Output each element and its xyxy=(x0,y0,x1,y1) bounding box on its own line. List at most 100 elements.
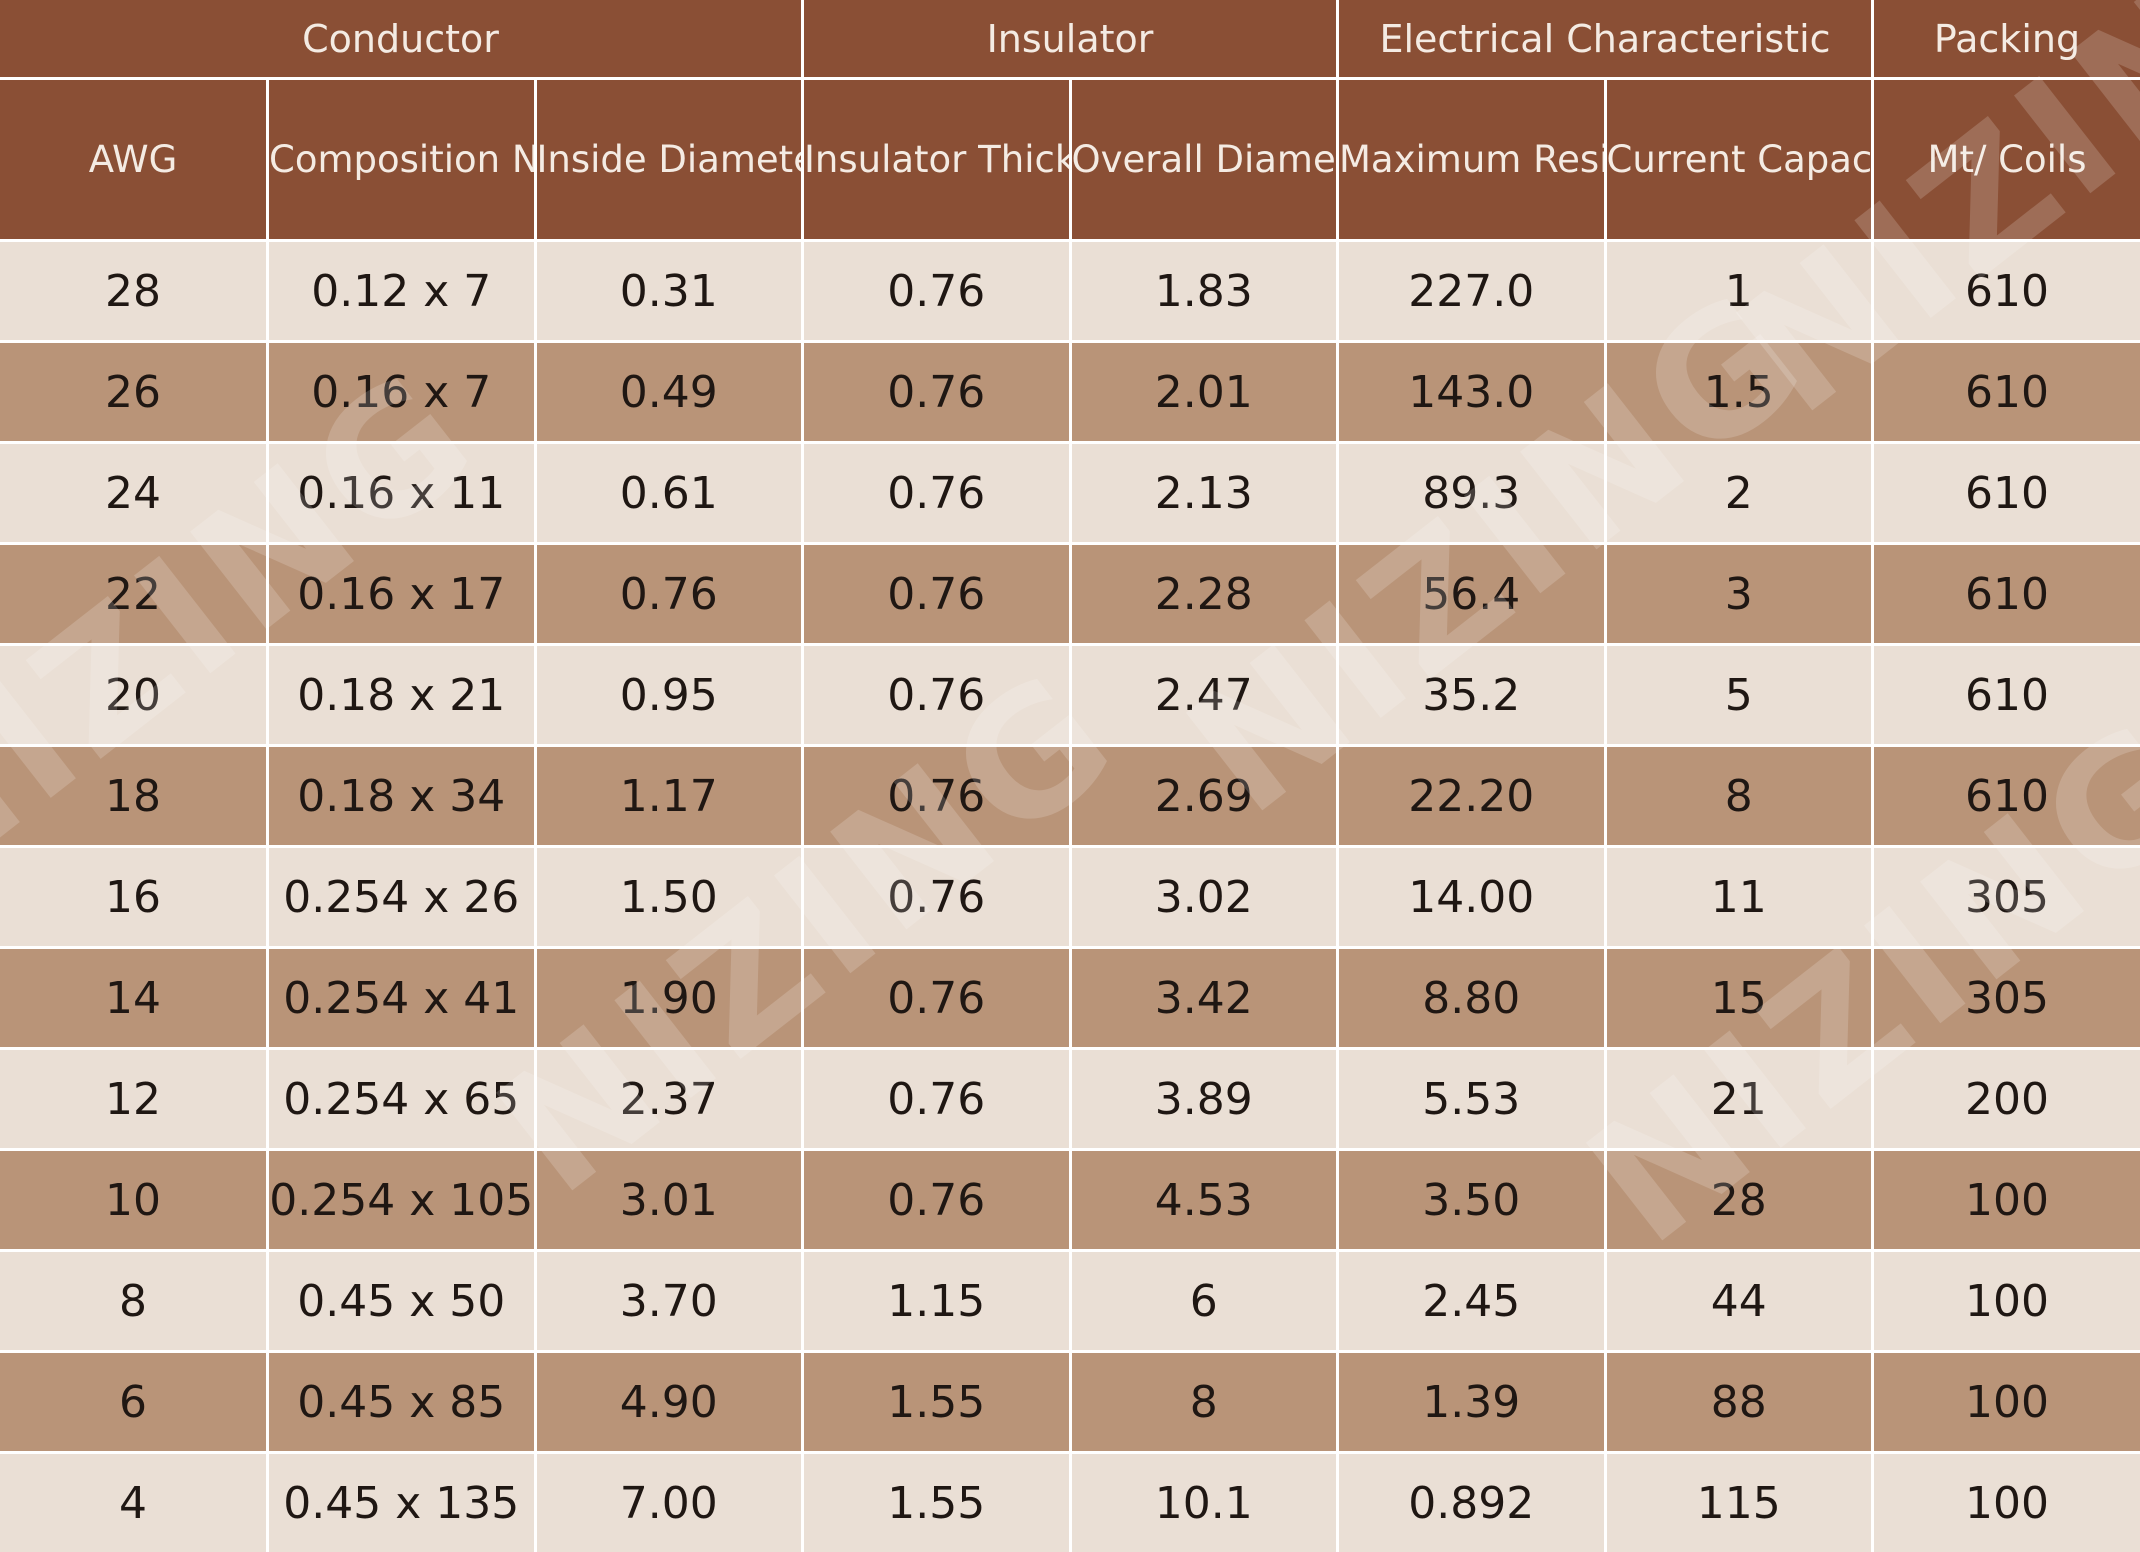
cell-max-resistance: 22.20 xyxy=(1338,746,1606,847)
cell-awg: 8 xyxy=(0,1251,268,1352)
cell-composition: 0.16 x 11 xyxy=(268,443,536,544)
cell-composition: 0.18 x 34 xyxy=(268,746,536,847)
cell-mt-coils: 610 xyxy=(1873,645,2140,746)
cell-insulator-thick: 1.55 xyxy=(803,1453,1071,1552)
cell-insulator-thick: 0.76 xyxy=(803,443,1071,544)
group-header-electrical: Electrical Characteristic xyxy=(1338,0,1873,79)
cell-max-resistance: 143.0 xyxy=(1338,342,1606,443)
cell-insulator-thick: 0.76 xyxy=(803,342,1071,443)
cell-awg: 16 xyxy=(0,847,268,948)
cell-insulator-thick: 0.76 xyxy=(803,746,1071,847)
cell-overall-diameter: 2.69 xyxy=(1070,746,1338,847)
cell-current-capacity: 1.5 xyxy=(1605,342,1873,443)
cell-max-resistance: 35.2 xyxy=(1338,645,1606,746)
cell-current-capacity: 8 xyxy=(1605,746,1873,847)
cell-inside-diameter: 1.50 xyxy=(535,847,803,948)
group-header-row: Conductor Insulator Electrical Character… xyxy=(0,0,2140,79)
cell-overall-diameter: 1.83 xyxy=(1070,241,1338,342)
cell-max-resistance: 5.53 xyxy=(1338,1049,1606,1150)
cell-current-capacity: 15 xyxy=(1605,948,1873,1049)
cell-overall-diameter: 3.02 xyxy=(1070,847,1338,948)
column-header-max-resistance: Maximum Resistance at 20°C ohm/km xyxy=(1338,79,1606,241)
cell-current-capacity: 115 xyxy=(1605,1453,1873,1552)
cell-composition: 0.254 x 26 xyxy=(268,847,536,948)
cell-mt-coils: 610 xyxy=(1873,241,2140,342)
cell-current-capacity: 11 xyxy=(1605,847,1873,948)
cell-max-resistance: 2.45 xyxy=(1338,1251,1606,1352)
cell-insulator-thick: 0.76 xyxy=(803,948,1071,1049)
cell-max-resistance: 1.39 xyxy=(1338,1352,1606,1453)
cell-insulator-thick: 0.76 xyxy=(803,1150,1071,1251)
cell-current-capacity: 2 xyxy=(1605,443,1873,544)
cell-composition: 0.254 x 105 xyxy=(268,1150,536,1251)
group-header-packing: Packing xyxy=(1873,0,2140,79)
group-header-conductor: Conductor xyxy=(0,0,803,79)
cell-insulator-thick: 0.76 xyxy=(803,241,1071,342)
cell-overall-diameter: 3.89 xyxy=(1070,1049,1338,1150)
cell-overall-diameter: 2.13 xyxy=(1070,443,1338,544)
cell-inside-diameter: 7.00 xyxy=(535,1453,803,1552)
cell-inside-diameter: 4.90 xyxy=(535,1352,803,1453)
cell-max-resistance: 8.80 xyxy=(1338,948,1606,1049)
cell-insulator-thick: 0.76 xyxy=(803,645,1071,746)
cell-mt-coils: 100 xyxy=(1873,1251,2140,1352)
cell-current-capacity: 88 xyxy=(1605,1352,1873,1453)
cell-inside-diameter: 3.70 xyxy=(535,1251,803,1352)
cell-awg: 14 xyxy=(0,948,268,1049)
cell-inside-diameter: 0.49 xyxy=(535,342,803,443)
cell-mt-coils: 200 xyxy=(1873,1049,2140,1150)
cell-current-capacity: 44 xyxy=(1605,1251,1873,1352)
column-header-row: AWG Composition No. x mm Inside Diameter… xyxy=(0,79,2140,241)
cell-max-resistance: 0.892 xyxy=(1338,1453,1606,1552)
cell-awg: 28 xyxy=(0,241,268,342)
cell-composition: 0.16 x 7 xyxy=(268,342,536,443)
cell-overall-diameter: 2.47 xyxy=(1070,645,1338,746)
cell-overall-diameter: 2.01 xyxy=(1070,342,1338,443)
cell-composition: 0.45 x 50 xyxy=(268,1251,536,1352)
cell-composition: 0.18 x 21 xyxy=(268,645,536,746)
cell-insulator-thick: 1.55 xyxy=(803,1352,1071,1453)
cell-mt-coils: 610 xyxy=(1873,544,2140,645)
cell-insulator-thick: 1.15 xyxy=(803,1251,1071,1352)
cell-current-capacity: 3 xyxy=(1605,544,1873,645)
cell-inside-diameter: 0.61 xyxy=(535,443,803,544)
cell-inside-diameter: 0.95 xyxy=(535,645,803,746)
cell-inside-diameter: 0.31 xyxy=(535,241,803,342)
cell-mt-coils: 610 xyxy=(1873,746,2140,847)
cell-composition: 0.254 x 41 xyxy=(268,948,536,1049)
cell-insulator-thick: 0.76 xyxy=(803,544,1071,645)
column-header-inside-diameter: Inside Diameter mm xyxy=(535,79,803,241)
column-header-composition: Composition No. x mm xyxy=(268,79,536,241)
cell-max-resistance: 227.0 xyxy=(1338,241,1606,342)
cell-current-capacity: 1 xyxy=(1605,241,1873,342)
cell-composition: 0.16 x 17 xyxy=(268,544,536,645)
cell-overall-diameter: 10.1 xyxy=(1070,1453,1338,1552)
cell-awg: 24 xyxy=(0,443,268,544)
column-header-mt-coils: Mt/ Coils xyxy=(1873,79,2140,241)
cell-mt-coils: 100 xyxy=(1873,1352,2140,1453)
cell-mt-coils: 100 xyxy=(1873,1453,2140,1552)
column-header-awg: AWG xyxy=(0,79,268,241)
cell-awg: 12 xyxy=(0,1049,268,1150)
cell-overall-diameter: 2.28 xyxy=(1070,544,1338,645)
cell-composition: 0.45 x 85 xyxy=(268,1352,536,1453)
cell-awg: 26 xyxy=(0,342,268,443)
cell-overall-diameter: 3.42 xyxy=(1070,948,1338,1049)
cell-insulator-thick: 0.76 xyxy=(803,847,1071,948)
cell-max-resistance: 56.4 xyxy=(1338,544,1606,645)
column-header-insulator-thick: Insulator Thick mm xyxy=(803,79,1071,241)
cell-composition: 0.12 x 7 xyxy=(268,241,536,342)
column-header-overall-diameter: Overall Diameter mm xyxy=(1070,79,1338,241)
cell-awg: 22 xyxy=(0,544,268,645)
